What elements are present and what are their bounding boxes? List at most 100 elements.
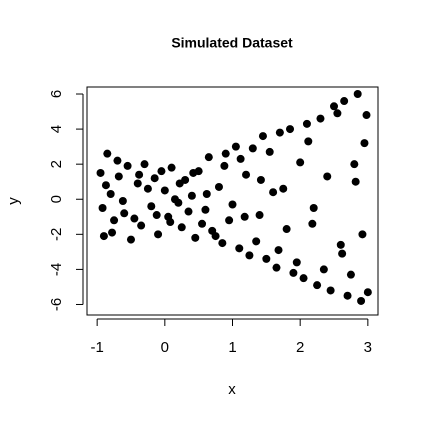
point xyxy=(299,274,308,283)
point xyxy=(338,249,347,258)
point xyxy=(286,125,295,134)
point xyxy=(248,144,257,153)
point xyxy=(343,291,352,300)
point xyxy=(296,158,305,167)
point xyxy=(333,109,342,118)
point xyxy=(152,211,161,220)
point xyxy=(191,233,200,242)
point xyxy=(357,296,366,305)
point xyxy=(187,191,196,200)
point xyxy=(123,161,132,170)
point xyxy=(252,237,261,246)
point xyxy=(256,175,265,184)
point xyxy=(231,142,240,151)
point xyxy=(177,223,186,232)
point xyxy=(292,258,301,267)
point xyxy=(279,184,288,193)
x-axis-label: x xyxy=(228,381,236,398)
point xyxy=(309,204,318,213)
point xyxy=(130,214,139,223)
point xyxy=(289,268,298,277)
point xyxy=(113,156,122,165)
point xyxy=(326,286,335,295)
x-tick-label: 1 xyxy=(228,339,236,356)
point xyxy=(157,167,166,176)
point xyxy=(274,246,283,255)
point xyxy=(143,184,152,193)
point xyxy=(235,244,244,253)
point xyxy=(150,174,159,183)
point xyxy=(225,216,234,225)
point xyxy=(166,218,175,227)
point xyxy=(106,189,115,198)
point xyxy=(240,212,249,221)
point xyxy=(211,232,220,241)
point xyxy=(245,251,254,260)
point xyxy=(160,186,169,195)
point xyxy=(118,197,127,205)
point xyxy=(170,195,179,204)
point xyxy=(204,153,213,162)
point xyxy=(340,97,349,106)
point xyxy=(272,263,281,272)
point xyxy=(135,170,144,179)
point xyxy=(108,228,117,237)
point xyxy=(202,189,211,198)
y-axis-label: y xyxy=(5,197,22,205)
point xyxy=(313,281,322,290)
chart-title: Simulated Dataset xyxy=(171,35,293,51)
point xyxy=(140,160,149,169)
point xyxy=(242,170,251,179)
point xyxy=(346,270,355,279)
y-tick-label: 4 xyxy=(48,125,65,133)
point xyxy=(175,179,184,188)
point xyxy=(330,102,339,111)
y-tick-label: -6 xyxy=(48,298,65,311)
point xyxy=(262,254,271,263)
point xyxy=(308,219,317,228)
point xyxy=(255,211,264,220)
point xyxy=(362,111,371,120)
point xyxy=(228,200,237,209)
y-tick-label: 2 xyxy=(48,160,65,168)
point xyxy=(236,154,245,163)
point xyxy=(302,119,311,128)
point xyxy=(323,172,332,181)
point xyxy=(103,149,112,158)
point xyxy=(99,232,108,241)
point xyxy=(184,207,193,216)
point xyxy=(214,182,223,191)
point xyxy=(96,168,105,177)
point xyxy=(275,128,284,137)
point xyxy=(265,147,274,156)
point xyxy=(258,132,267,141)
point xyxy=(282,225,291,234)
point xyxy=(336,240,345,249)
point xyxy=(101,181,110,190)
point xyxy=(147,202,156,211)
point xyxy=(358,230,367,239)
point xyxy=(167,163,176,172)
y-tick-label: 0 xyxy=(48,195,65,203)
point xyxy=(353,90,362,99)
y-tick-label: -2 xyxy=(48,228,65,241)
point xyxy=(350,160,359,169)
point xyxy=(351,177,360,186)
x-tick-label: 0 xyxy=(161,339,169,356)
point xyxy=(154,230,163,239)
point xyxy=(189,168,198,177)
point xyxy=(304,137,313,146)
point xyxy=(316,114,325,123)
y-tick-label: 6 xyxy=(48,90,65,98)
x-tick-label: -1 xyxy=(90,339,103,356)
point xyxy=(363,288,372,297)
point xyxy=(110,216,119,225)
plot-box xyxy=(86,86,379,316)
x-tick-label: 2 xyxy=(296,339,304,356)
point xyxy=(221,149,230,158)
point xyxy=(319,265,328,274)
point xyxy=(98,204,107,213)
point xyxy=(269,188,278,197)
point xyxy=(201,205,210,214)
